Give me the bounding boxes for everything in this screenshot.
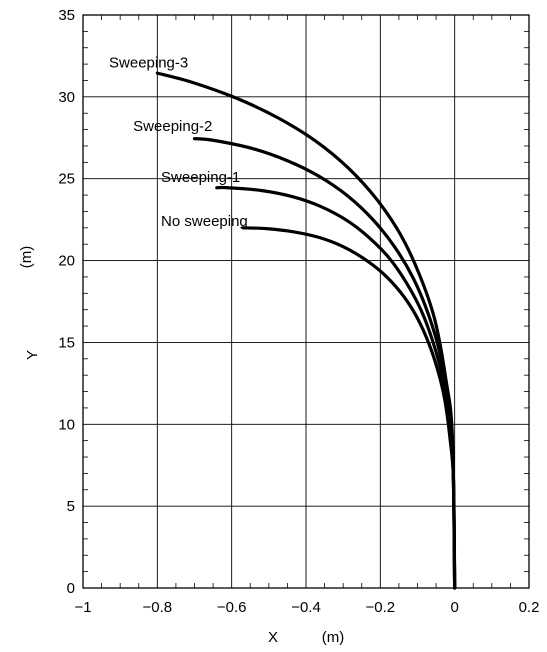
series-line-sweeping-2 [192,137,457,590]
x-tick-label: 0.2 [519,599,540,616]
x-tick-label: −1 [74,599,91,616]
x-axis-title: X [268,629,278,646]
minor-ticks [83,15,529,588]
y-tick-label: 25 [58,171,75,188]
x-tick-label: −0.2 [366,599,396,616]
x-tick-label: −0.8 [143,599,173,616]
plot-frame [82,14,530,589]
y-tick-label: 30 [58,89,75,106]
y-axis-title: Y [24,350,41,360]
x-tick-label: 0 [450,599,458,616]
x-axis-unit: (m) [322,629,345,646]
y-tick-label: 35 [58,7,75,24]
series-line-sweeping-3 [155,71,457,590]
y-tick-label: 10 [58,416,75,433]
series-line-sweeping-1 [215,185,457,590]
x-tick-label: −0.4 [291,599,321,616]
y-tick-label: 0 [67,580,75,597]
series-labels: No sweeping Sweeping-1 Sweeping-2 Sweeping-… [109,54,248,230]
series-label: No sweeping [161,213,248,230]
series-label: Sweeping-3 [109,54,188,71]
series-label: Sweeping-2 [133,118,212,135]
y-tick-label: 5 [67,498,75,515]
y-tick-label: 20 [58,253,75,270]
series-label: Sweeping-1 [161,169,240,186]
y-axis-unit: (m) [18,246,35,269]
x-tick-label: −0.6 [217,599,247,616]
x-tick-labels: −1 −0.8 −0.6 −0.4 −0.2 0 0.2 [74,599,539,616]
y-tick-labels: 0 5 10 15 20 25 30 35 [58,7,75,597]
y-tick-label: 15 [58,334,75,351]
grid-lines [83,15,529,588]
series-lines [155,71,457,590]
